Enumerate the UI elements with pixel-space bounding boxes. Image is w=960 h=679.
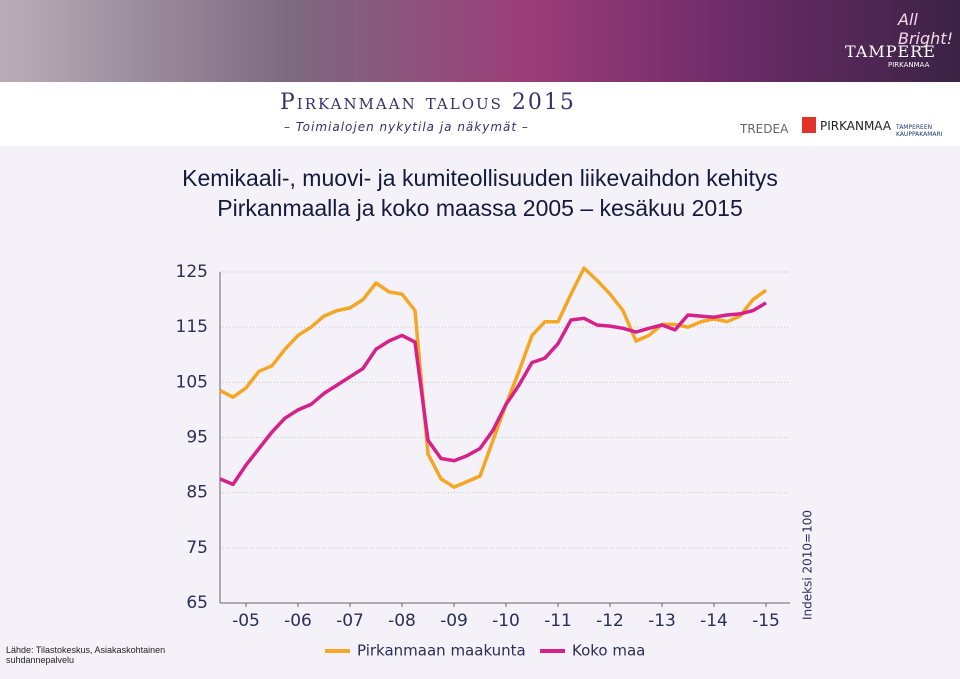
source-note: Lähde: Tilastokeskus, Asiakaskohtainen s… [6, 645, 166, 665]
x-tick-label: -13 [648, 611, 676, 631]
x-tick-label: -10 [492, 611, 520, 631]
logo-text: PIRKANMAA [820, 119, 892, 133]
header-band [0, 82, 960, 146]
x-tick-label: -15 [752, 611, 780, 631]
x-tick-label: -09 [440, 611, 468, 631]
y-tick-label: 95 [186, 428, 208, 448]
logo-text: TAMPEREEN KAUPPAKAMARI [896, 124, 943, 138]
y-tick-label: 105 [176, 372, 208, 392]
logo-text: TREDEA [740, 122, 789, 136]
logo-text: PIRKANMAA [888, 61, 930, 69]
chart-title: Kemikaali-, muovi- ja kumiteollisuuden l… [182, 165, 778, 221]
x-tick-label: -06 [284, 611, 312, 631]
logo-mark [802, 117, 816, 133]
x-tick-label: -08 [388, 611, 416, 631]
y-tick-label: 115 [176, 317, 208, 337]
series-line [219, 301, 767, 487]
logo-text: All Bright! [898, 10, 953, 48]
x-tick-label: -07 [336, 611, 364, 631]
y-axis-label: Indeksi 2010=100 [801, 510, 815, 620]
x-tick-label: -11 [544, 611, 572, 631]
header-subtitle: – Toimialojen nykytila ja näkymät – [284, 120, 529, 134]
legend-label: Koko maa [572, 642, 645, 660]
x-tick-label: -14 [700, 611, 728, 631]
legend-label: Pirkanmaan maakunta [357, 642, 526, 660]
y-tick-label: 65 [186, 593, 208, 613]
y-tick-label: 125 [176, 262, 208, 282]
y-tick-label: 85 [186, 483, 208, 503]
header-title: Pirkanmaan talous 2015 [280, 90, 576, 115]
banner [0, 0, 960, 82]
y-tick-label: 75 [186, 538, 208, 558]
x-tick-label: -05 [232, 611, 260, 631]
x-tick-label: -12 [596, 611, 624, 631]
series-line [219, 266, 768, 489]
logo-text: TAMPERE [845, 42, 936, 61]
